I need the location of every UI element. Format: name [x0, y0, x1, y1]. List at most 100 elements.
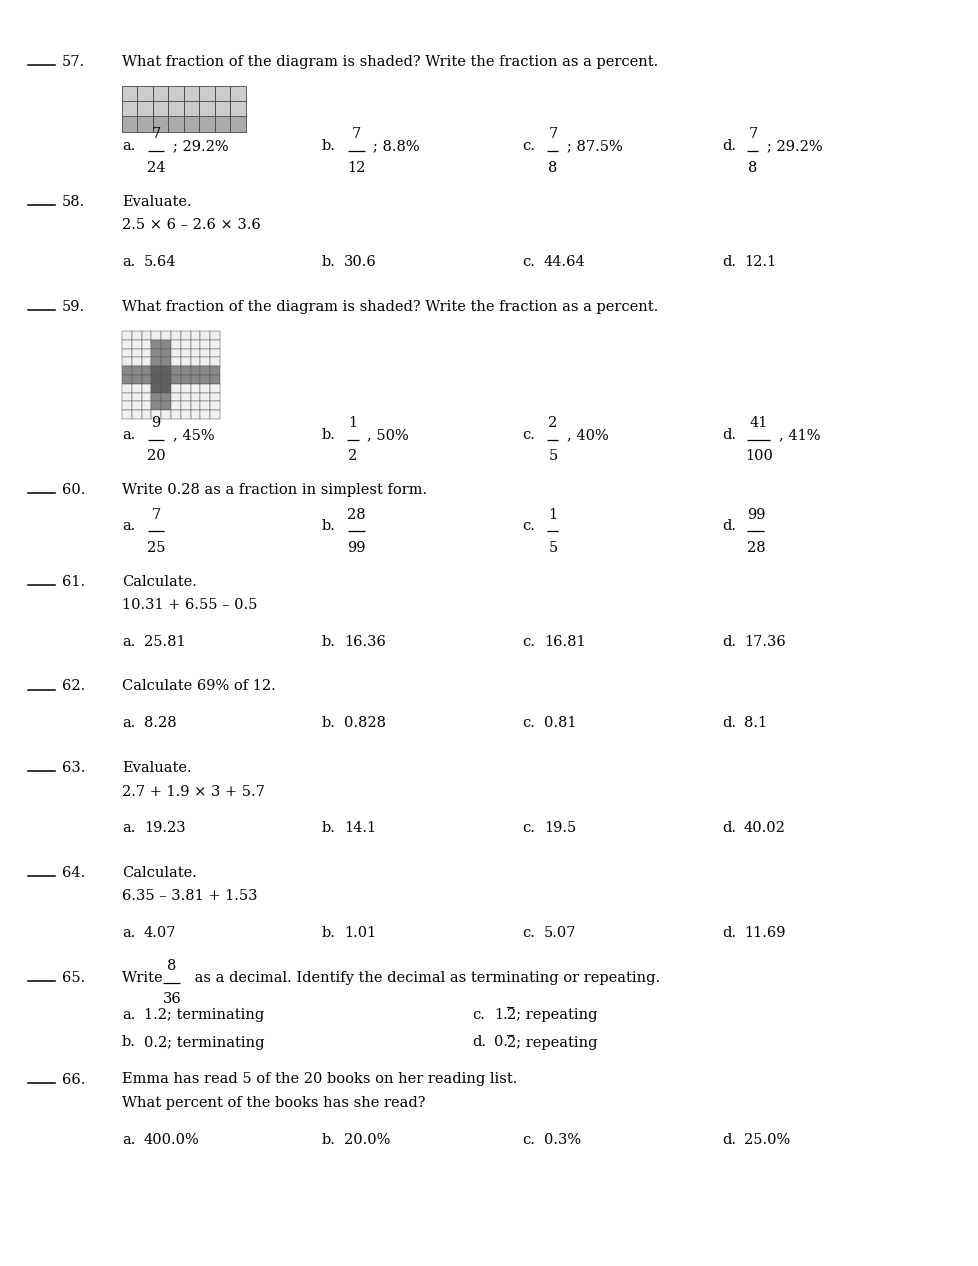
Bar [142, 339, 152, 348]
Text: Calculate.: Calculate. [122, 866, 197, 880]
Text: Evaluate.: Evaluate. [122, 761, 192, 775]
Text: Write: Write [122, 971, 167, 985]
Text: d.: d. [721, 820, 735, 836]
Text: What percent of the books has she read?: What percent of the books has she read? [122, 1096, 425, 1110]
Text: 40.02: 40.02 [743, 820, 785, 836]
Text: 2; repeating: 2; repeating [506, 1008, 597, 1022]
Bar [171, 366, 181, 375]
Text: a.: a. [122, 717, 135, 730]
Text: 5: 5 [548, 541, 557, 555]
Bar [171, 357, 181, 366]
Bar [171, 410, 181, 419]
Text: 7: 7 [152, 128, 160, 142]
Bar [161, 348, 171, 357]
Bar [161, 375, 171, 384]
Bar [122, 392, 132, 401]
Bar [230, 116, 245, 132]
Bar [132, 366, 142, 375]
Text: What fraction of the diagram is shaded? Write the fraction as a percent.: What fraction of the diagram is shaded? … [122, 54, 657, 70]
Bar [137, 116, 153, 132]
Bar [168, 101, 184, 116]
Bar [184, 86, 200, 101]
Bar [210, 375, 220, 384]
Bar [122, 101, 137, 116]
Bar [215, 101, 230, 116]
Bar [122, 348, 132, 357]
Text: ; 29.2%: ; 29.2% [766, 139, 822, 153]
Text: 60.: 60. [62, 484, 85, 498]
Text: a.: a. [122, 925, 135, 939]
Bar [132, 410, 142, 419]
Bar [152, 392, 161, 401]
Text: Write 0.28 as a fraction in simplest form.: Write 0.28 as a fraction in simplest for… [122, 484, 426, 498]
Bar [152, 339, 161, 348]
Bar [152, 357, 161, 366]
Bar [191, 339, 200, 348]
Bar [191, 401, 200, 410]
Bar [161, 357, 171, 366]
Text: b.: b. [322, 1133, 335, 1147]
Bar [230, 101, 245, 116]
Text: d.: d. [721, 139, 735, 153]
Bar [200, 348, 210, 357]
Bar [181, 366, 191, 375]
Text: 7: 7 [351, 128, 360, 142]
Text: Evaluate.: Evaluate. [122, 195, 192, 209]
Text: d.: d. [721, 254, 735, 268]
Text: 2: 2 [348, 449, 357, 463]
Text: b.: b. [322, 428, 335, 442]
Bar [181, 392, 191, 401]
Bar [200, 392, 210, 401]
Bar [210, 392, 220, 401]
Bar [181, 348, 191, 357]
Bar [191, 357, 200, 366]
Text: c.: c. [521, 428, 534, 442]
Text: 7: 7 [548, 128, 557, 142]
Text: ; 87.5%: ; 87.5% [566, 139, 622, 153]
Text: 10.31 + 6.55 – 0.5: 10.31 + 6.55 – 0.5 [122, 598, 257, 611]
Bar [142, 392, 152, 401]
Bar [200, 384, 210, 392]
Bar [210, 330, 220, 339]
Bar [132, 375, 142, 384]
Bar [191, 375, 200, 384]
Text: b.: b. [322, 254, 335, 268]
Bar [152, 401, 161, 410]
Bar [122, 330, 132, 339]
Bar [210, 410, 220, 419]
Bar [171, 339, 181, 348]
Bar [137, 86, 153, 101]
Text: 25.0%: 25.0% [743, 1133, 789, 1147]
Text: 2.7 + 1.9 × 3 + 5.7: 2.7 + 1.9 × 3 + 5.7 [122, 785, 265, 799]
Text: 25.81: 25.81 [144, 634, 186, 648]
Bar [200, 339, 210, 348]
Text: 2: 2 [548, 417, 557, 430]
Text: , 41%: , 41% [778, 428, 820, 442]
Text: 8: 8 [548, 161, 557, 175]
Text: 8: 8 [167, 960, 176, 974]
Bar [161, 401, 171, 410]
Bar [184, 116, 200, 132]
Text: 25: 25 [147, 541, 165, 555]
Text: 1.: 1. [494, 1008, 508, 1022]
Bar [132, 348, 142, 357]
Bar [122, 339, 132, 348]
Bar [215, 86, 230, 101]
Text: d.: d. [721, 717, 735, 730]
Bar [191, 348, 200, 357]
Text: 5.64: 5.64 [144, 254, 176, 268]
Text: 24: 24 [147, 161, 165, 175]
Text: 19.5: 19.5 [544, 820, 576, 836]
Text: c.: c. [521, 820, 534, 836]
Text: b.: b. [122, 1036, 136, 1050]
Bar [210, 348, 220, 357]
Bar [137, 101, 153, 116]
Text: d.: d. [471, 1036, 485, 1050]
Bar [191, 366, 200, 375]
Bar [122, 401, 132, 410]
Text: b.: b. [322, 634, 335, 648]
Text: , 40%: , 40% [566, 428, 608, 442]
Text: 20.0%: 20.0% [343, 1133, 390, 1147]
Bar [210, 339, 220, 348]
Text: 14.1: 14.1 [343, 820, 376, 836]
